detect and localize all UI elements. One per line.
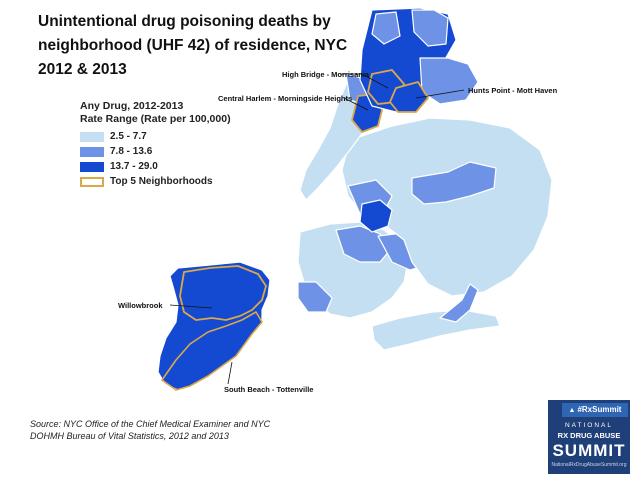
rockaway-region xyxy=(371,309,501,351)
legend-row-mid: 7.8 - 13.6 xyxy=(80,144,231,159)
title-line-1: Unintentional drug poisoning deaths by xyxy=(38,13,331,30)
rockaway-west-region xyxy=(439,283,479,323)
staten-island-north-shore xyxy=(179,265,267,321)
slide-title: Unintentional drug poisoning deaths by n… xyxy=(38,10,388,82)
source-note: Source: NYC Office of the Chief Medical … xyxy=(30,418,270,442)
callout-high-bridge: High Bridge - Morrisania xyxy=(282,70,370,79)
summit-line-summit: SUMMIT xyxy=(552,441,626,460)
leader-south-beach xyxy=(227,361,233,385)
top5-outline-south-beach xyxy=(161,311,263,391)
summit-line-url: NationalRxDrugAbuseSummit.org xyxy=(551,462,627,468)
callout-south-beach: South Beach - Tottenville xyxy=(224,385,314,394)
summit-line-rx: RX DRUG ABUSE xyxy=(557,431,621,440)
legend-swatch-mid xyxy=(80,146,104,157)
legend-row-low: 2.5 - 7.7 xyxy=(80,129,231,144)
source-line-1: Source: NYC Office of the Chief Medical … xyxy=(30,419,271,429)
summit-line-national: NATIONAL xyxy=(564,422,614,429)
brooklyn-mid-region xyxy=(335,225,391,263)
callout-hunts-point: Hunts Point - Mott Haven xyxy=(468,86,558,95)
leader-central-harlem xyxy=(343,97,369,111)
source-line-2: DOHMH Bureau of Vital Statistics, 2012 a… xyxy=(30,431,229,441)
legend-swatch-low xyxy=(80,131,104,142)
bronx-east-region xyxy=(419,57,479,105)
hunts-point-region xyxy=(389,81,429,113)
queens-jamaica-region xyxy=(411,161,497,205)
legend-label-mid: 7.8 - 13.6 xyxy=(110,146,153,157)
leader-high-bridge xyxy=(340,73,389,89)
legend-swatch-high xyxy=(80,161,104,172)
legend-row-high: 13.7 - 29.0 xyxy=(80,159,231,174)
legend-label-low: 2.5 - 7.7 xyxy=(110,131,147,142)
legend-swatch-top5 xyxy=(80,176,104,187)
summit-hashtag: ▲ #RxSummit xyxy=(562,403,628,417)
twitter-bird-icon: ▲ xyxy=(568,407,576,414)
leader-hunts-point xyxy=(415,89,465,99)
title-line-3: 2012 & 2013 xyxy=(38,61,127,78)
bronx-north-region xyxy=(411,9,449,47)
map-legend: Any Drug, 2012-2013 Rate Range (Rate per… xyxy=(80,100,231,189)
callout-leaders xyxy=(169,73,465,385)
callout-central-harlem: Central Harlem - Morningside Heights xyxy=(218,94,353,103)
title-line-2: neighborhood (UHF 42) of residence, NYC xyxy=(38,37,348,54)
legend-label-high: 13.7 - 29.0 xyxy=(110,161,158,172)
bronx-west-region xyxy=(371,11,401,45)
summit-logo: ▲ #RxSummit NATIONAL RX DRUG ABUSE SUMMIT… xyxy=(548,400,630,474)
summit-hashtag-text: #RxSummit xyxy=(577,405,622,414)
staten-island xyxy=(157,261,271,391)
legend-title: Any Drug, 2012-2013 xyxy=(80,100,184,112)
legend-subtitle: Rate Range (Rate per 100,000) xyxy=(80,113,231,125)
queens-hotspot-region xyxy=(359,199,393,233)
callout-willowbrook: Willowbrook xyxy=(118,301,163,310)
legend-label-top5: Top 5 Neighborhoods xyxy=(110,176,213,187)
leader-willowbrook xyxy=(169,304,213,309)
legend-row-top5: Top 5 Neighborhoods xyxy=(80,174,231,189)
brooklyn-south-region xyxy=(297,281,333,313)
